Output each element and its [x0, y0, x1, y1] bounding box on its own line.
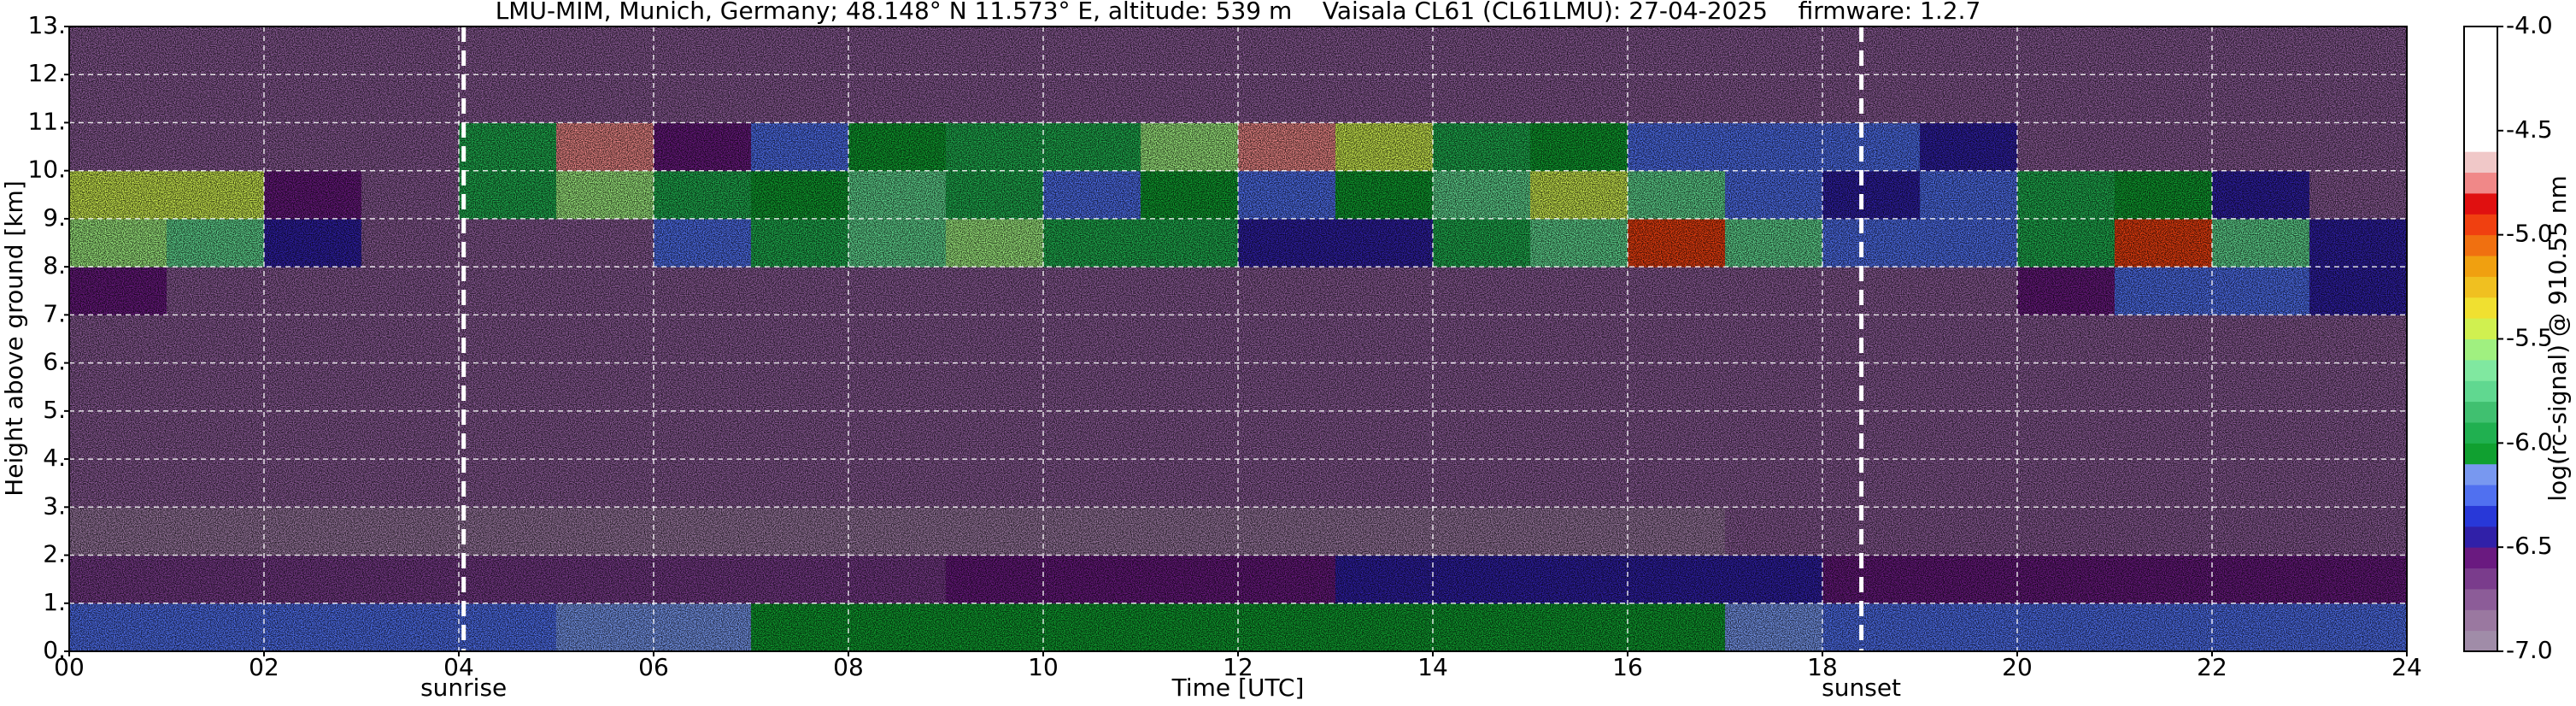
colorbar-swatch [2464, 297, 2497, 319]
colorbar-swatch [2464, 505, 2497, 527]
colorbar-swatch [2464, 463, 2497, 485]
x-tick-label: 02 [249, 653, 279, 681]
colorbar-label: log(rc-signal) @ 910.55 nm [2544, 175, 2572, 501]
y-tick-label: 6. [43, 348, 66, 376]
colorbar-swatch [2464, 401, 2497, 423]
y-tick-label: 10. [27, 156, 66, 184]
y-tick-label: 7. [43, 299, 66, 327]
annotation-label: sunset [1822, 674, 1901, 702]
colorbar-swatch [2464, 256, 2497, 277]
y-axis-label: Height above ground [km] [0, 180, 28, 497]
colorbar-swatch [2464, 443, 2497, 465]
x-tick-label: 12 [1223, 653, 1253, 681]
y-tick-label: 1. [43, 588, 66, 616]
colorbar-swatch [2464, 47, 2497, 69]
x-tick-label: 10 [1028, 653, 1059, 681]
colorbar-swatch [2464, 89, 2497, 110]
colorbar-swatch [2464, 214, 2497, 236]
colorbar-swatch [2464, 609, 2497, 632]
colorbar-swatch [2464, 630, 2497, 652]
colorbar-swatch [2464, 68, 2497, 90]
colorbar-swatch [2464, 421, 2497, 444]
colorbar-tick-label: -4.0 [2506, 11, 2553, 39]
colorbar-swatch [2464, 547, 2497, 569]
y-tick-label: 11. [27, 107, 66, 135]
y-tick-label: 0. [43, 636, 66, 664]
colorbar-swatch [2464, 526, 2497, 548]
colorbar-swatch [2464, 130, 2497, 152]
colorbar-swatch [2464, 359, 2497, 381]
chart-title: LMU-MIM, Munich, Germany; 48.148° N 11.5… [496, 0, 1981, 25]
y-tick-label: 5. [43, 396, 66, 424]
y-tick-label: 8. [43, 251, 66, 279]
x-tick-label: 06 [638, 653, 669, 681]
x-tick-label: 14 [1417, 653, 1448, 681]
y-tick-label: 9. [43, 203, 66, 232]
colorbar-tick-label: -4.5 [2506, 115, 2553, 144]
colorbar-swatch [2464, 318, 2497, 339]
colorbar-swatch [2464, 338, 2497, 361]
y-tick-label: 4. [43, 444, 66, 472]
x-tick-label: 00 [54, 653, 85, 681]
colorbar-tick-label: -7.0 [2506, 636, 2553, 664]
x-tick-label: 08 [833, 653, 864, 681]
y-tick-label: 12. [27, 59, 66, 87]
x-tick-label: 04 [443, 653, 474, 681]
colorbar-swatch [2464, 109, 2497, 132]
colorbar-tick-label: -5.5 [2506, 324, 2553, 352]
x-tick-label: 22 [2197, 653, 2227, 681]
colorbar-swatch [2464, 568, 2497, 590]
colorbar-swatch [2464, 26, 2497, 48]
colorbar-tick-label: -6.5 [2506, 532, 2553, 560]
colorbar-swatch [2464, 588, 2497, 610]
colorbar-swatch [2464, 151, 2497, 174]
y-tick-label: 13. [27, 11, 66, 39]
y-tick-label: 2. [43, 540, 66, 568]
y-tick-label: 3. [43, 491, 66, 520]
x-axis-label: Time [UTC] [1171, 674, 1305, 702]
x-tick-label: 24 [2391, 653, 2422, 681]
colorbar-swatch [2464, 485, 2497, 506]
x-tick-label: 20 [2002, 653, 2033, 681]
x-tick-label: 18 [1807, 653, 1838, 681]
colorbar-swatch [2464, 192, 2497, 215]
colorbar-swatch [2464, 276, 2497, 298]
colorbar-swatch [2464, 234, 2497, 256]
colorbar-tick-label: -5.0 [2506, 220, 2553, 248]
annotation-label: sunrise [420, 674, 507, 702]
colorbar-swatch [2464, 172, 2497, 194]
colorbar-swatch [2464, 380, 2497, 403]
colorbar-tick-label: -6.0 [2506, 427, 2553, 456]
x-tick-label: 16 [1612, 653, 1643, 681]
